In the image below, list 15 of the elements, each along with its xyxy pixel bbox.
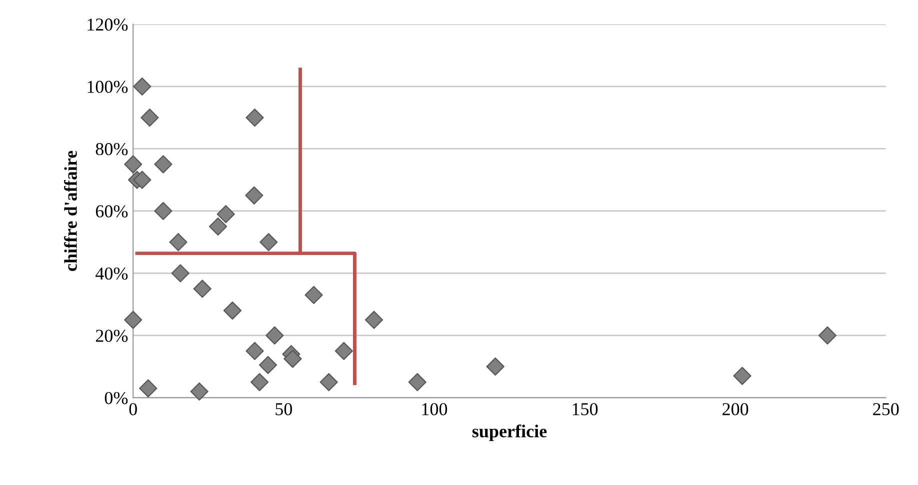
y-tick-label: 40% (96, 267, 128, 280)
y-axis-title: chiffre d'affaire (64, 150, 77, 271)
x-tick-label: 200 (722, 403, 748, 416)
y-tick-label: 0% (104, 392, 128, 404)
x-tick-label: 0 (129, 403, 137, 416)
y-tick-label: 80% (96, 142, 128, 156)
y-tick-label: 100% (88, 80, 128, 93)
x-tick-label: 100 (422, 403, 448, 416)
x-axis-title: superficie (472, 424, 547, 442)
x-tick-label: 150 (572, 403, 598, 416)
y-tick-label: 20% (96, 330, 128, 342)
x-tick-label: 50 (276, 403, 292, 416)
x-tick-label: 250 (873, 403, 899, 416)
y-tick-label: 60% (96, 205, 128, 218)
y-tick-label: 120% (88, 18, 128, 31)
